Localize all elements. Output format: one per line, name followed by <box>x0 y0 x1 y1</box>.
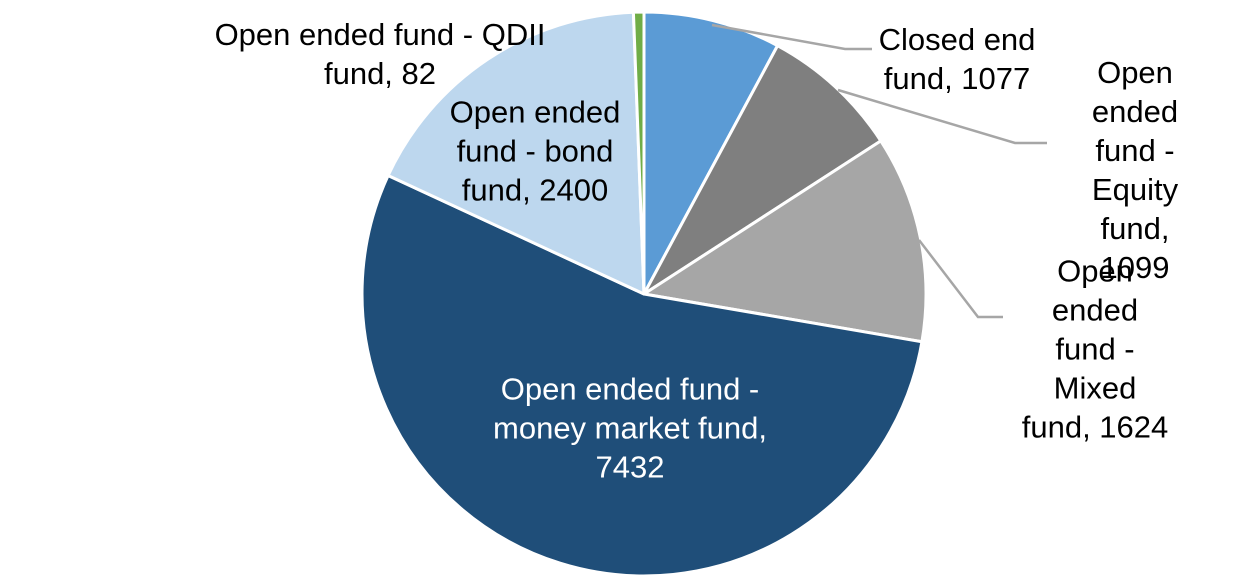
leader-line-mixed-fund <box>918 239 1003 319</box>
data-label-qdii-fund: Open ended fund - QDII fund, 82 <box>214 17 546 91</box>
data-label-bond-fund: Open ended fund - bond fund, 2400 <box>449 94 621 208</box>
pie-slice-bond-fund <box>386 10 646 296</box>
leader-line-closed-end-fund <box>711 23 872 51</box>
data-label-closed-end-fund: Closed end fund, 1077 <box>878 22 1036 96</box>
pie-slice-equity-fund <box>642 44 883 296</box>
pie-slice-qdii-fund <box>631 10 646 296</box>
data-label-money-market-fund: Open ended fund - money market fund, 743… <box>493 371 767 485</box>
pie-slice-closed-end-fund <box>642 10 780 296</box>
data-label-equity-fund: Open ended fund - Equity fund, 1099 <box>1091 55 1179 285</box>
data-label-mixed-fund: Open ended fund - Mixed fund, 1624 <box>1021 253 1169 445</box>
leader-line-equity-fund <box>837 88 1047 145</box>
pie-slice-money-market-fund <box>360 174 924 578</box>
pie-slice-mixed-fund <box>642 139 928 344</box>
